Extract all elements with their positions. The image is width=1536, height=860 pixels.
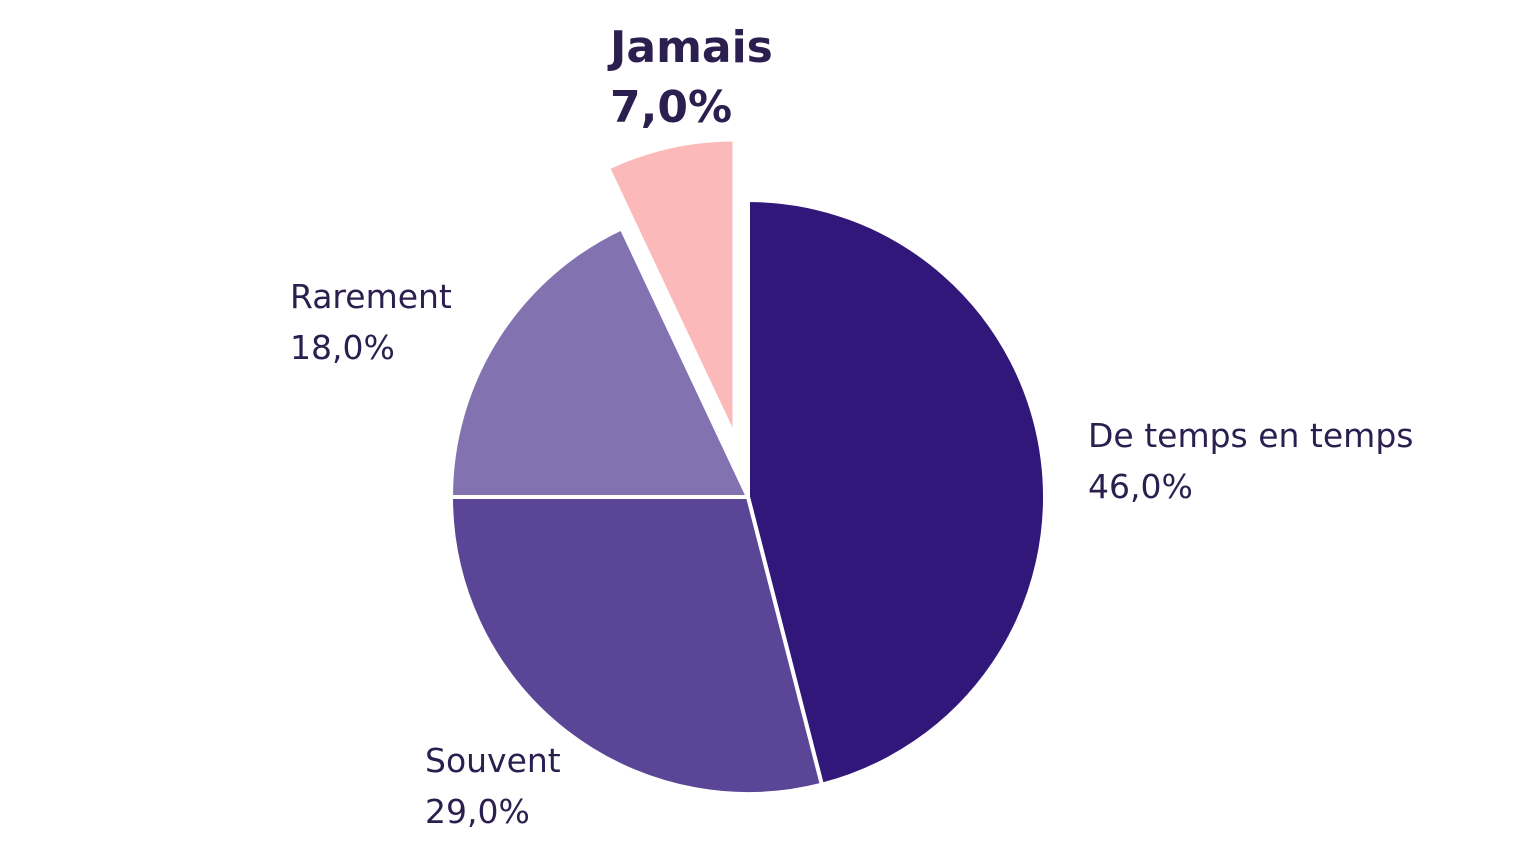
slice-value: 29,0% <box>425 792 530 831</box>
pie-slice-souvent <box>449 495 824 796</box>
pie-slice-de-temps-en-temps <box>746 198 1047 787</box>
slice-label-jamais: Jamais 7,0% <box>610 18 773 138</box>
slice-label-de-temps-en-temps: De temps en temps 46,0% <box>1088 410 1413 512</box>
slice-value: 46,0% <box>1088 467 1193 506</box>
slice-name: Souvent <box>425 741 561 780</box>
slice-name: Jamais <box>610 22 773 73</box>
slice-name: Rarement <box>290 277 452 316</box>
slice-label-souvent: Souvent 29,0% <box>425 735 561 837</box>
slice-name: De temps en temps <box>1088 416 1414 455</box>
pie-slice-jamais <box>606 137 737 439</box>
pie-slice-rarement <box>449 226 750 499</box>
slice-value: 18,0% <box>290 328 395 367</box>
slice-label-rarement: Rarement 18,0% <box>290 271 452 373</box>
slice-value: 7,0% <box>610 82 733 133</box>
